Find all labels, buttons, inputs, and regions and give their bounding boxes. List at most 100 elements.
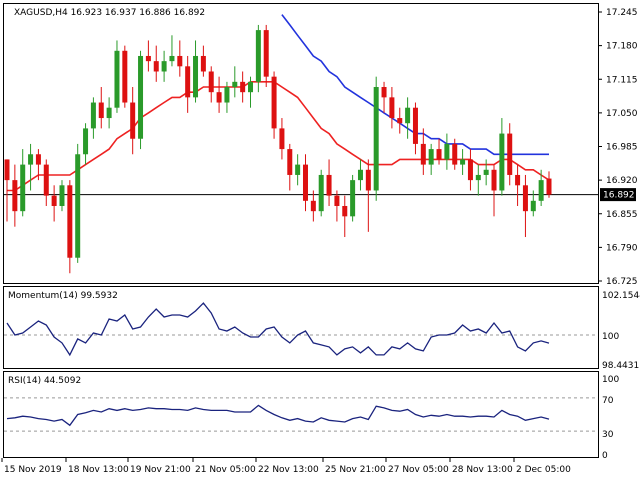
time-tick-label: 27 Nov 05:00 xyxy=(388,465,449,475)
candle-body xyxy=(507,133,513,175)
rsi-panel-frame xyxy=(3,371,599,458)
candle-body xyxy=(334,195,340,206)
candle-body xyxy=(4,159,10,181)
candle xyxy=(67,180,73,274)
candle xyxy=(460,149,466,175)
candle-body xyxy=(106,107,112,119)
candle-body xyxy=(279,128,285,150)
candle xyxy=(444,133,450,170)
current-price-label: 16.892 xyxy=(603,191,635,201)
candle-body xyxy=(130,102,136,139)
candle-body xyxy=(114,50,120,108)
candle xyxy=(263,24,269,88)
candle-body xyxy=(177,55,183,67)
candle xyxy=(255,24,261,93)
candle xyxy=(436,138,442,165)
ma-fast-line xyxy=(7,81,550,192)
momentum-line xyxy=(6,302,550,357)
candle xyxy=(122,45,128,108)
price-tick-label: 16.725 xyxy=(606,277,638,287)
candle-body xyxy=(224,87,230,103)
candle-body xyxy=(51,195,57,206)
momentum-series xyxy=(4,302,598,357)
candle xyxy=(373,76,379,201)
candle xyxy=(365,159,371,232)
candle xyxy=(420,128,426,175)
time-tick-label: 22 Nov 13:00 xyxy=(258,465,319,475)
time-tick-label: 15 Nov 2019 xyxy=(4,465,62,475)
candle xyxy=(240,71,246,103)
candle xyxy=(271,71,277,139)
candle-body xyxy=(240,81,246,93)
candle-body xyxy=(12,180,18,212)
price-tick-label: 17.115 xyxy=(606,75,638,85)
momentum-tick-100: 100 xyxy=(602,332,619,342)
candle-body xyxy=(522,185,528,212)
candle xyxy=(12,164,18,227)
candle xyxy=(20,149,26,217)
candle-body xyxy=(365,169,371,191)
time-tick-label: 25 Nov 21:00 xyxy=(325,465,386,475)
candle xyxy=(357,159,363,191)
candle xyxy=(90,97,96,139)
candle-body xyxy=(200,55,206,72)
candle xyxy=(428,143,434,175)
candle xyxy=(318,169,324,217)
candle xyxy=(397,107,403,134)
candle xyxy=(452,138,458,170)
price-panel-frame xyxy=(3,3,599,284)
candle xyxy=(4,159,10,222)
candle xyxy=(98,87,104,129)
candle xyxy=(145,40,151,72)
candle-body xyxy=(161,61,167,72)
candle xyxy=(248,76,254,108)
candle xyxy=(295,154,301,186)
candle xyxy=(169,35,175,67)
candle xyxy=(287,143,293,191)
candle-body xyxy=(28,154,34,165)
rsi-series xyxy=(4,397,598,432)
candle-body xyxy=(90,102,96,129)
candle xyxy=(467,149,473,191)
momentum-tick-high: 102.1544 xyxy=(602,291,640,301)
candle xyxy=(114,40,120,113)
candle-body xyxy=(475,174,481,181)
candle-body xyxy=(530,200,536,212)
time-tick-label: 2 Dec 05:00 xyxy=(516,465,571,475)
price-tick-label: 17.180 xyxy=(606,42,638,52)
candle-body xyxy=(412,107,418,144)
candle xyxy=(389,87,395,129)
candle-body xyxy=(420,143,426,165)
candle xyxy=(538,169,544,206)
candle-body xyxy=(357,169,363,181)
candle-body xyxy=(467,159,473,181)
candle-body xyxy=(59,185,65,206)
candle-body xyxy=(255,30,261,82)
candle-body xyxy=(153,61,159,72)
candle-body xyxy=(248,81,254,93)
candle-body xyxy=(295,164,301,175)
candle-body xyxy=(310,200,316,212)
candle xyxy=(193,40,199,103)
candle xyxy=(507,123,513,186)
candle xyxy=(342,195,348,238)
candle xyxy=(130,87,136,155)
candle-body xyxy=(216,92,222,103)
symbol-info: XAGUSD,H4 16.923 16.937 16.886 16.892 xyxy=(14,8,205,18)
candle-body xyxy=(389,97,395,119)
candle-body xyxy=(436,149,442,160)
candle xyxy=(310,190,316,222)
time-tick-label: 18 Nov 13:00 xyxy=(68,465,129,475)
candle xyxy=(491,164,497,217)
candle-body xyxy=(326,174,332,196)
candle xyxy=(232,66,238,98)
rsi-title: RSI(14) 44.5092 xyxy=(8,376,81,386)
time-tick-label: 19 Nov 21:00 xyxy=(130,465,191,475)
candle xyxy=(138,50,144,150)
rsi-tick-30: 30 xyxy=(602,430,614,440)
candle xyxy=(522,174,528,238)
candle xyxy=(185,55,191,113)
price-tick-label: 16.920 xyxy=(606,176,638,186)
candle-body xyxy=(483,169,489,175)
